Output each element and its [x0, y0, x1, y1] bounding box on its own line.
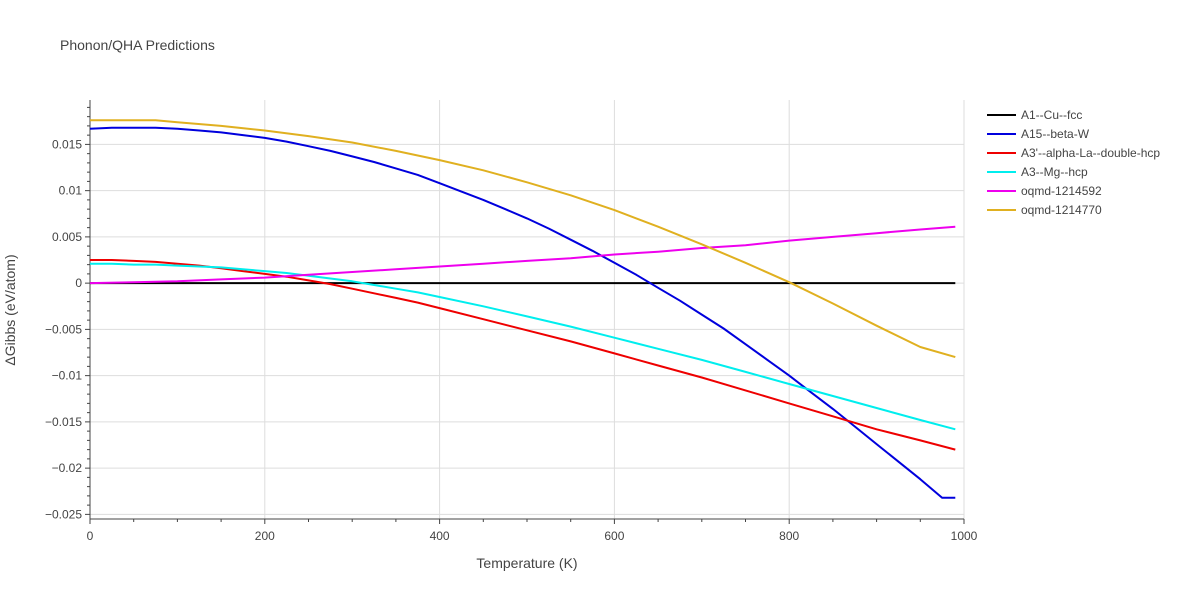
series-line-4 [90, 262, 956, 431]
series-lines [89, 119, 956, 499]
legend-label: A1--Cu--fcc [1021, 108, 1082, 122]
legend-item: A3'--alpha-La--double-hcp [987, 146, 1160, 160]
legend-label: oqmd-1214770 [1021, 203, 1102, 217]
x-tick-label: 1000 [951, 529, 978, 543]
x-tick-label: 0 [87, 529, 94, 543]
x-tick-label: 200 [255, 529, 275, 543]
y-tick-label: −0.02 [52, 461, 83, 475]
legend-item: A1--Cu--fcc [987, 108, 1082, 122]
chart-title: Phonon/QHA Predictions [60, 37, 215, 53]
y-tick-label: 0.01 [59, 184, 83, 198]
series-line-3 [90, 259, 956, 451]
legend-item: A3--Mg--hcp [987, 165, 1088, 179]
legend-label: oqmd-1214592 [1021, 184, 1102, 198]
legend-item: oqmd-1214770 [987, 203, 1102, 217]
x-axis-title: Temperature (K) [476, 555, 577, 571]
x-tick-label: 800 [779, 529, 799, 543]
y-axis-title: ΔGibbs (eV/atom) [2, 254, 18, 365]
legend-label: A3'--alpha-La--double-hcp [1021, 146, 1160, 160]
series-line-6 [90, 119, 956, 359]
legend-label: A15--beta-W [1021, 127, 1090, 141]
series-line-5 [89, 225, 956, 285]
legend-label: A3--Mg--hcp [1021, 165, 1088, 179]
legend-item: oqmd-1214592 [987, 184, 1102, 198]
x-tick-label: 600 [604, 529, 624, 543]
y-tick-label: 0.015 [52, 137, 82, 151]
x-tick-label: 400 [430, 529, 450, 543]
axes: 0 200 400 600 800 1000 0.015 0.01 0.005 0 −0.005 −0… [45, 100, 978, 543]
y-tick-label: −0.015 [45, 415, 82, 429]
legend-item: A15--beta-W [987, 127, 1090, 141]
y-tick-label: −0.01 [52, 369, 83, 383]
y-tick-label: −0.005 [45, 322, 82, 336]
series-line-2 [89, 126, 956, 499]
y-tick-label: −0.025 [45, 507, 82, 521]
grid-lines [90, 100, 965, 519]
y-tick-label: 0 [75, 276, 82, 290]
legend: A1--Cu--fcc A15--beta-W A3'--alpha-La--dou… [987, 108, 1160, 217]
y-tick-label: 0.005 [52, 230, 82, 244]
